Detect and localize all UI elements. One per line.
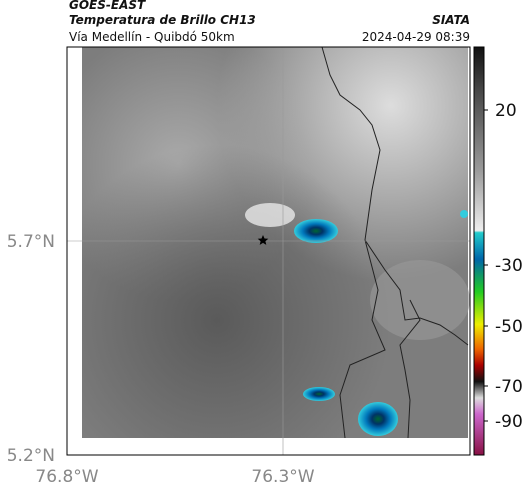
colorbar-tick-label: -50 xyxy=(495,317,523,337)
timestamp: 2024-04-29 08:39 xyxy=(362,30,470,44)
satellite-image xyxy=(67,46,470,455)
lat-label: 5.7°N xyxy=(7,232,55,252)
colorbar xyxy=(473,46,485,456)
lon-label: 76.8°W xyxy=(35,467,98,487)
agency: SIATA xyxy=(432,13,470,27)
lon-label: 76.3°W xyxy=(251,467,314,487)
source: GOES-EAST xyxy=(69,0,146,12)
route: Vía Medellín - Quibdó 50km xyxy=(69,30,235,44)
map-frame xyxy=(66,46,471,456)
title: Temperatura de Brillo CH13 xyxy=(69,13,256,27)
colorbar-tick-label: -30 xyxy=(495,256,523,276)
lat-label: 5.2°N xyxy=(7,446,55,466)
colorbar-tick-label: 20 xyxy=(495,101,517,121)
colorbar-tick-label: -90 xyxy=(495,412,523,432)
colorbar-ticks: 20 -30 -50 -70 -90 xyxy=(484,101,523,432)
colorbar-tick-label: -70 xyxy=(495,377,523,397)
